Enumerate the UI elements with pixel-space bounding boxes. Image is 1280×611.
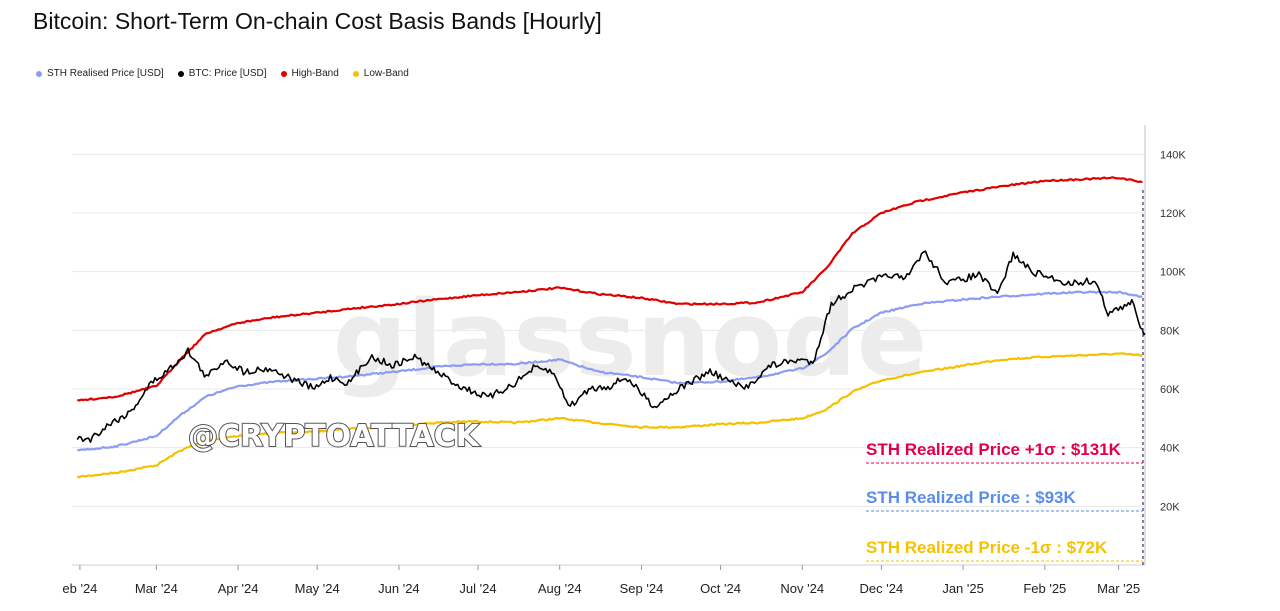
- legend: STH Realised Price [USD] BTC: Price [USD…: [36, 68, 409, 79]
- x-tick-label: Jun '24: [378, 581, 420, 596]
- grid-lines: [72, 125, 1146, 566]
- annotation-label: STH Realized Price -1σ : $72K: [866, 538, 1108, 557]
- annotations: STH Realized Price +1σ : $131K STH Realiz…: [866, 440, 1143, 562]
- stamp-logo: @CRYPTOATTACK: [188, 419, 481, 454]
- x-tick-label: Nov '24: [780, 581, 824, 596]
- x-tick-label: eb '24: [62, 581, 97, 596]
- x-tick-label: Dec '24: [860, 581, 904, 596]
- legend-swatch: [36, 70, 42, 77]
- series-lines: [76, 176, 1146, 565]
- x-tick-label: Sep '24: [620, 581, 664, 596]
- y-tick-label: 120K: [1160, 208, 1186, 220]
- y-tick-label: 80K: [1160, 325, 1180, 337]
- y-axis: 20K 40K 60K 80K 100K 120K 140K: [1160, 149, 1186, 513]
- legend-label: STH Realised Price [USD]: [47, 68, 164, 79]
- legend-item-high-band[interactable]: High-Band: [280, 68, 339, 79]
- legend-swatch: [280, 70, 287, 77]
- x-tick-label: Aug '24: [538, 581, 582, 596]
- legend-swatch: [352, 70, 359, 77]
- legend-item-low-band[interactable]: Low-Band: [352, 68, 409, 79]
- y-tick-label: 40K: [1160, 443, 1180, 455]
- y-tick-label: 100K: [1160, 267, 1186, 279]
- chart-title: Bitcoin: Short-Term On-chain Cost Basis …: [33, 8, 602, 34]
- x-tick-label: Mar '24: [135, 581, 178, 596]
- legend-label: High-Band: [291, 68, 339, 79]
- legend-label: Low-Band: [363, 68, 409, 79]
- y-tick-label: 60K: [1160, 384, 1180, 396]
- legend-label: BTC: Price [USD]: [188, 68, 267, 79]
- annotation-label: STH Realized Price +1σ : $131K: [866, 440, 1122, 459]
- x-tick-label: Feb '25: [1023, 581, 1066, 596]
- annotation-label: STH Realized Price : $93K: [866, 488, 1076, 507]
- series-line-low-band: [76, 352, 1143, 479]
- x-tick-label: Oct '24: [700, 581, 741, 596]
- legend-item-btc-price[interactable]: BTC: Price [USD]: [177, 68, 267, 79]
- x-tick-label: Jan '25: [942, 581, 984, 596]
- legend-swatch: [177, 70, 184, 77]
- x-tick-label: Mar '25: [1097, 581, 1140, 596]
- y-tick-label: 20K: [1160, 501, 1180, 513]
- stamp-group: @CRYPTOATTACK: [187, 418, 482, 455]
- series-line-high-band: [76, 176, 1143, 402]
- series-line-btc-price-usd: [76, 250, 1146, 443]
- x-tick-label: Apr '24: [218, 581, 259, 596]
- x-tick-label: Jul '24: [459, 581, 496, 596]
- x-tick-label: May '24: [295, 581, 340, 596]
- legend-item-sth-realised-price[interactable]: STH Realised Price [USD]: [36, 68, 164, 79]
- y-tick-label: 140K: [1160, 149, 1186, 161]
- series-line-sth-realised-price-usd: [77, 290, 1143, 452]
- x-axis: eb '24 Mar '24 Apr '24 May '24 Jun '24 Jul '2…: [62, 565, 1140, 596]
